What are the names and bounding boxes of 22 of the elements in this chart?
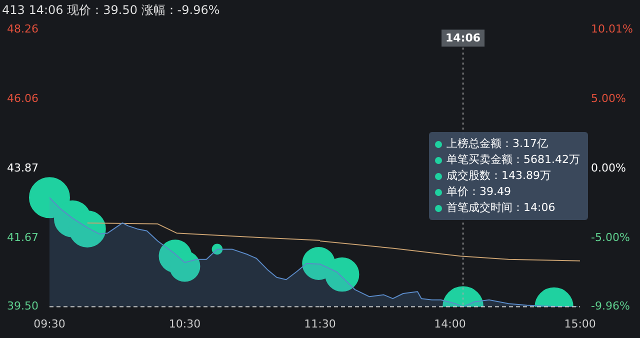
y-tick-label: 48.26 xyxy=(6,22,38,36)
y2-tick-label: 10.01% xyxy=(591,22,634,36)
y-tick-label: 39.50 xyxy=(6,300,38,313)
y2-tick-label: 0.00% xyxy=(591,161,626,174)
ref-line-label: 14:06 xyxy=(446,31,481,44)
x-tick-label: 11:30 xyxy=(304,317,336,330)
y-tick-label: 46.06 xyxy=(6,92,38,106)
y2-tick-label: -5.00% xyxy=(591,230,630,244)
annotation: 单价：39.49 xyxy=(446,184,511,200)
x-tick-label: 14:00 xyxy=(434,317,466,330)
x-tick-label: 10:30 xyxy=(168,317,201,330)
y-tick-label: 43.87 xyxy=(6,161,38,174)
x-tick-label: 15:00 xyxy=(564,317,596,330)
annotation: 成交股数：143.89万 xyxy=(446,168,551,184)
chart-title: 413 14:06 现价：39.50 涨幅：-9.96% xyxy=(2,3,220,17)
annotation: 上榜总金额：3.17亿 xyxy=(446,136,548,152)
x-tick-label: 09:30 xyxy=(34,317,66,330)
annotation: 首笔成交时间：14:06 xyxy=(446,200,556,216)
y-tick-label: 41.67 xyxy=(6,230,38,244)
y2-tick-label: 5.00% xyxy=(591,92,626,105)
annotation: 单笔买卖金额：5681.42万 xyxy=(446,152,580,168)
y2-tick-label: -9.96% xyxy=(591,300,630,313)
